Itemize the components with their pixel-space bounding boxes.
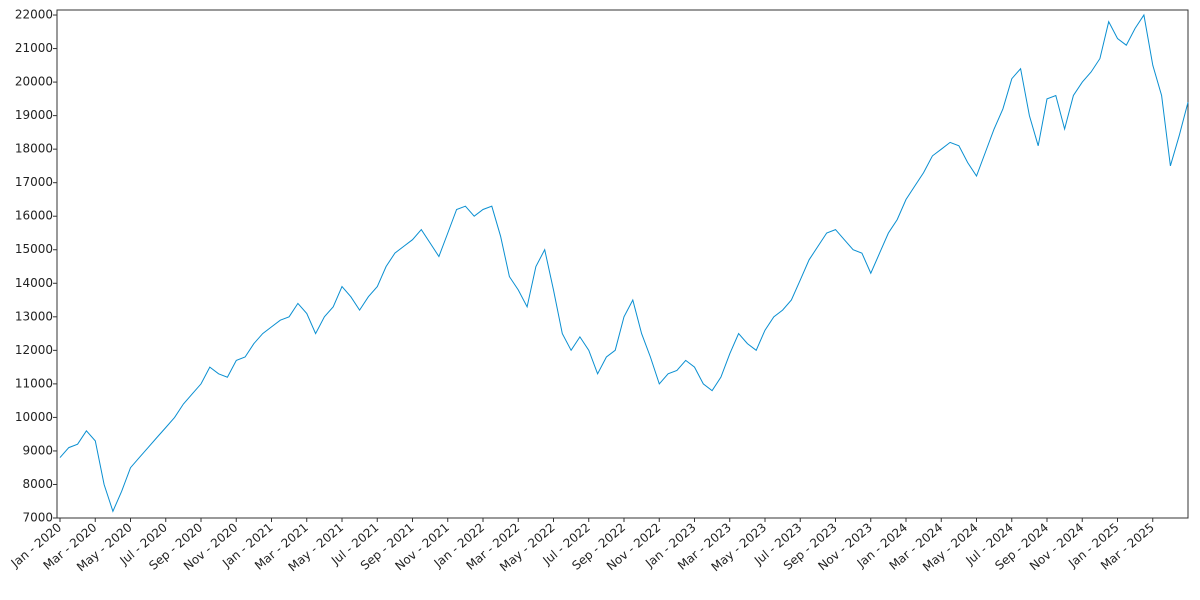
- y-tick-label: 19000: [15, 108, 53, 122]
- y-tick-label: 22000: [15, 8, 53, 22]
- y-tick-label: 16000: [15, 209, 53, 223]
- y-tick-label: 11000: [15, 376, 53, 390]
- y-tick-label: 18000: [15, 142, 53, 156]
- y-tick-label: 20000: [15, 75, 53, 89]
- y-tick-label: 12000: [15, 343, 53, 357]
- plot-frame: [56, 9, 1189, 519]
- y-tick-label: 21000: [15, 41, 53, 55]
- y-tick-label: 13000: [15, 309, 53, 323]
- y-tick-label: 9000: [22, 443, 53, 457]
- data-line: [59, 13, 1189, 513]
- y-tick-label: 7000: [22, 511, 53, 525]
- y-tick-label: 10000: [15, 410, 53, 424]
- y-tick-label: 8000: [22, 477, 53, 491]
- y-tick-label: 17000: [15, 175, 53, 189]
- y-tick-label: 14000: [15, 276, 53, 290]
- y-tick-label: 15000: [15, 242, 53, 256]
